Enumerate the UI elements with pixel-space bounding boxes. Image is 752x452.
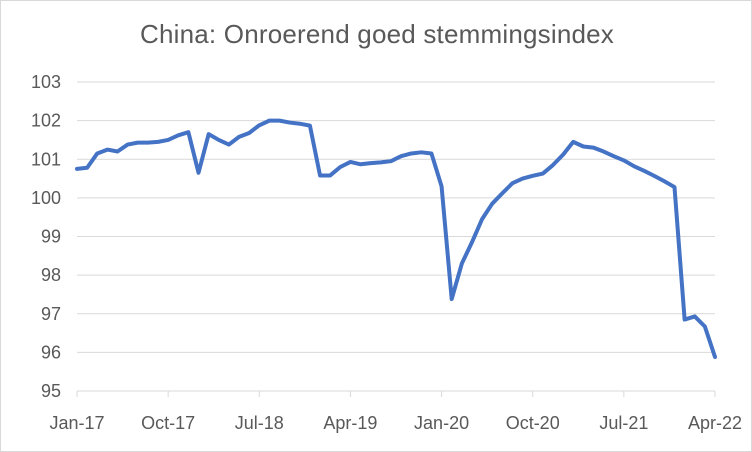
y-tick-label: 100 (31, 188, 61, 208)
x-tick-label: Jan-17 (49, 413, 104, 433)
y-tick-label: 101 (31, 149, 61, 169)
x-tick-label: Apr-22 (688, 413, 742, 433)
y-tick-label: 97 (41, 304, 61, 324)
y-tick-label: 102 (31, 111, 61, 131)
y-tick-label: 103 (31, 72, 61, 92)
x-tick-label: Apr-19 (323, 413, 377, 433)
x-tick-label: Oct-17 (141, 413, 195, 433)
series-line-0 (75, 118, 717, 360)
x-axis-tick-labels: Jan-17 Oct-17 Jul-18 Apr-19 Jan-20 Oct-20 Jul-… (49, 391, 742, 433)
chart-title: China: Onroerend goed stemmingsindex (139, 19, 615, 49)
x-tick-label: Jan-20 (414, 413, 469, 433)
series-layer (75, 118, 717, 360)
x-tick-label: Jul-18 (235, 413, 284, 433)
y-tick-label: 96 (41, 342, 61, 362)
y-tick-label: 98 (41, 265, 61, 285)
x-tick-label: Oct-20 (506, 413, 560, 433)
y-tick-label: 95 (41, 381, 61, 401)
y-tick-label: 99 (41, 227, 61, 247)
y-axis-tick-labels: 95 96 97 98 99 100 101 102 103 (31, 72, 61, 401)
x-tick-label: Jul-21 (599, 413, 648, 433)
gridlines (77, 81, 715, 392)
